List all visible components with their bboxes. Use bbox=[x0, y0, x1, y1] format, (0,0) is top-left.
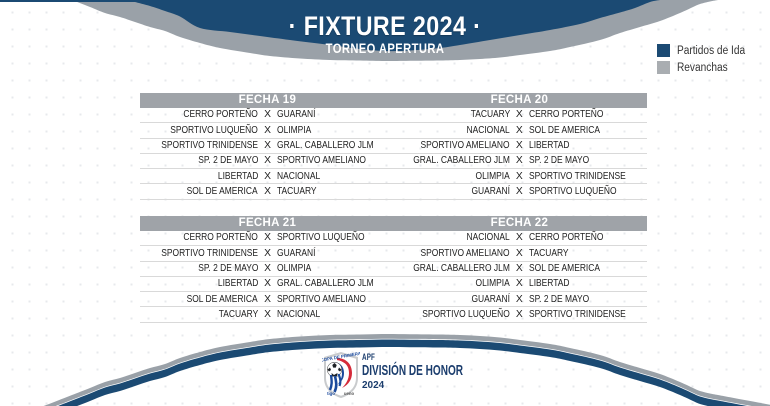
svg-text:tigo: tigo bbox=[327, 391, 335, 396]
svg-text:ueno: ueno bbox=[344, 391, 355, 396]
